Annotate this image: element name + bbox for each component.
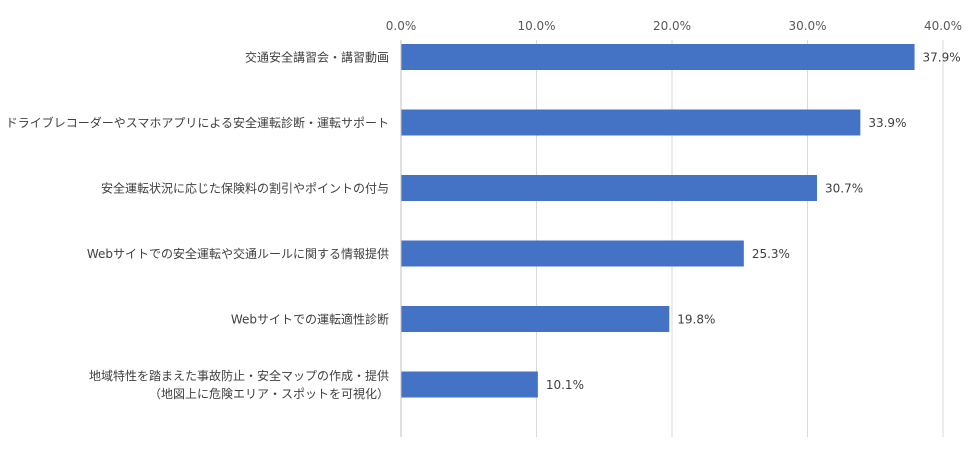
x-tick-label: 30.0%: [788, 19, 826, 33]
category-label: 地域特性を踏まえた事故防止・安全マップの作成・提供（地図上に危険エリア・スポット…: [89, 368, 389, 401]
bar: [401, 306, 670, 332]
x-tick-label: 10.0%: [517, 19, 555, 33]
bar: [401, 240, 744, 267]
x-tick-label: 20.0%: [653, 19, 691, 33]
data-label: 19.8%: [677, 313, 715, 327]
bar: [401, 175, 817, 201]
bar: [401, 109, 861, 136]
grid-lines: [536, 40, 944, 437]
data-label: 25.3%: [752, 247, 790, 261]
bar: [401, 44, 915, 70]
data-label: 33.9%: [868, 116, 906, 130]
category-labels: 交通安全講習会・講習動画ドライブレコーダーやスマホアプリによる安全運転診断・運転…: [6, 50, 389, 402]
x-axis-ticks: 0.0% 10.0% 20.0% 30.0% 40.0%: [386, 19, 962, 33]
category-label: 交通安全講習会・講習動画: [245, 50, 389, 65]
bar: [401, 371, 538, 398]
x-tick-label: 0.0%: [386, 19, 417, 33]
data-label: 30.7%: [825, 182, 863, 196]
category-label: Webサイトでの安全運転や交通ルールに関する情報提供: [87, 246, 389, 261]
category-label: Webサイトでの運転適性診断: [231, 312, 389, 327]
x-tick-label: 40.0%: [924, 19, 962, 33]
category-label: 安全運転状況に応じた保険料の割引やポイントの付与: [101, 181, 389, 196]
data-label: 37.9%: [923, 51, 961, 65]
bars: [401, 44, 915, 398]
data-label: 10.1%: [546, 378, 584, 392]
data-labels: 37.9% 33.9% 30.7% 25.3% 19.8% 10.1%: [546, 51, 961, 393]
category-label: ドライブレコーダーやスマホアプリによる安全運転診断・運転サポート: [6, 115, 389, 130]
